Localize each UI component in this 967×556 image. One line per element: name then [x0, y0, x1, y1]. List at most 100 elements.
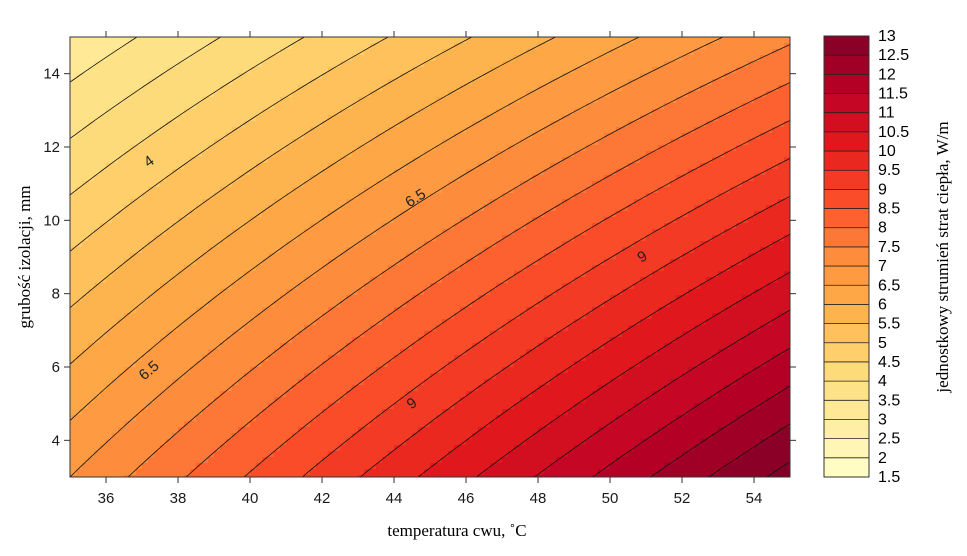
contour-cell — [634, 151, 641, 158]
contour-cell — [658, 247, 665, 254]
contour-cell — [556, 91, 563, 98]
contour-cell — [460, 223, 467, 230]
contour-cell — [610, 67, 617, 74]
contour-cell — [220, 235, 227, 242]
contour-cell — [556, 55, 563, 62]
contour-cell — [766, 91, 773, 98]
contour-cell — [466, 163, 473, 170]
contour-cell — [238, 43, 245, 50]
contour-cell — [100, 73, 107, 80]
contour-cell — [490, 103, 497, 110]
contour-cell — [712, 241, 719, 248]
contour-cell — [556, 277, 563, 284]
contour-cell — [268, 229, 275, 236]
contour-cell — [328, 163, 335, 170]
contour-cell — [766, 145, 773, 152]
contour-cell — [730, 91, 737, 98]
contour-cell — [400, 223, 407, 230]
contour-cell — [478, 217, 485, 224]
contour-cell — [448, 133, 455, 140]
contour-cell — [508, 37, 515, 44]
contour-cell — [106, 229, 113, 236]
contour-cell — [484, 115, 491, 122]
contour-cell — [538, 127, 545, 134]
contour-cell — [280, 217, 287, 224]
contour-cell — [556, 193, 563, 200]
contour-cell — [370, 163, 377, 170]
contour-cell — [580, 223, 587, 230]
contour-cell — [382, 223, 389, 230]
contour-cell — [310, 151, 317, 158]
contour-cell — [562, 247, 569, 254]
contour-cell — [406, 175, 413, 182]
contour-cell — [346, 205, 353, 212]
contour-cell — [508, 181, 515, 188]
contour-cell — [724, 55, 731, 62]
contour-cell — [742, 187, 749, 194]
contour-cell — [670, 187, 677, 194]
contour-cell — [514, 49, 521, 56]
contour-cell — [340, 43, 347, 50]
contour-cell — [538, 217, 545, 224]
contour-cell — [496, 229, 503, 236]
contour-cell — [370, 241, 377, 248]
contour-cell — [772, 259, 779, 266]
contour-cell — [556, 103, 563, 110]
contour-cell — [424, 181, 431, 188]
contour-cell — [190, 193, 197, 200]
contour-cell — [184, 271, 191, 278]
contour-cell — [382, 91, 389, 98]
contour-cell — [478, 127, 485, 134]
contour-cell — [622, 85, 629, 92]
contour-cell — [694, 127, 701, 134]
contour-cell — [550, 241, 557, 248]
contour-cell — [262, 187, 269, 194]
contour-cell — [454, 73, 461, 80]
contour-cell — [748, 49, 755, 56]
contour-cell — [754, 277, 761, 284]
contour-cell — [196, 91, 203, 98]
contour-cell — [118, 193, 125, 200]
contour-cell — [520, 97, 527, 104]
contour-cell — [160, 127, 167, 134]
contour-cell — [382, 199, 389, 206]
contour-cell — [436, 163, 443, 170]
contour-cell — [628, 85, 635, 92]
contour-cell — [202, 283, 209, 290]
contour-cell — [754, 247, 761, 254]
contour-cell — [586, 67, 593, 74]
contour-cell — [166, 121, 173, 128]
contour-cell — [376, 91, 383, 98]
contour-cell — [130, 55, 137, 62]
contour-cell — [196, 73, 203, 80]
contour-cell — [412, 187, 419, 194]
contour-cell — [118, 67, 125, 74]
contour-cell — [634, 43, 641, 50]
contour-cell — [358, 85, 365, 92]
contour-cell — [394, 91, 401, 98]
contour-cell — [166, 145, 173, 152]
contour-cell — [310, 85, 317, 92]
contour-cell — [88, 283, 95, 290]
contour-cell — [604, 187, 611, 194]
contour-cell — [490, 73, 497, 80]
contour-cell — [448, 91, 455, 98]
contour-cell — [688, 169, 695, 176]
contour-cell — [598, 139, 605, 146]
contour-cell — [322, 43, 329, 50]
contour-cell — [472, 277, 479, 284]
contour-cell — [196, 277, 203, 284]
contour-cell — [772, 79, 779, 86]
contour-cell — [172, 43, 179, 50]
contour-cell — [88, 259, 95, 266]
contour-cell — [676, 271, 683, 278]
contour-cell — [760, 271, 767, 278]
contour-cell — [424, 271, 431, 278]
contour-cell — [766, 49, 773, 56]
contour-cell — [106, 247, 113, 254]
contour-cell — [424, 205, 431, 212]
contour-cell — [238, 157, 245, 164]
contour-cell — [586, 121, 593, 128]
contour-cell — [220, 175, 227, 182]
contour-cell — [352, 79, 359, 86]
